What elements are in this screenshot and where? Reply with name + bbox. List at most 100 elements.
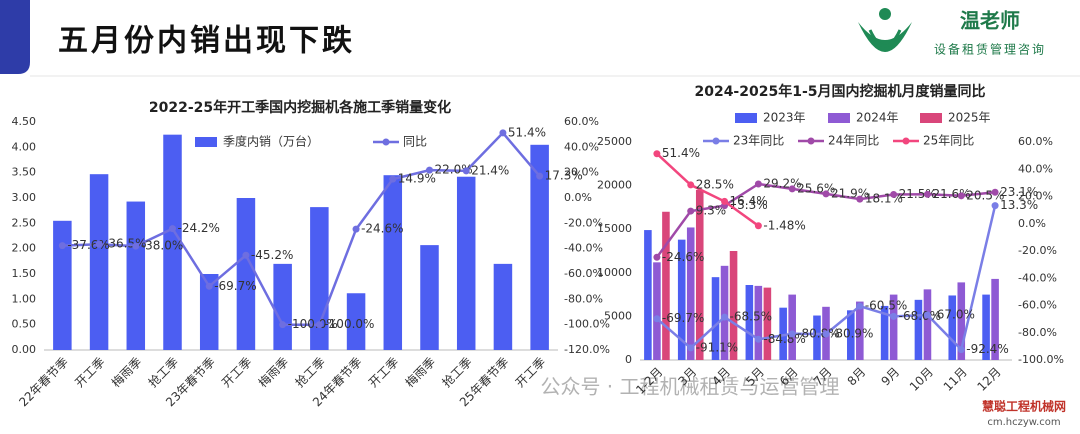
data-label: 14.9%: [398, 172, 436, 186]
bar: [644, 230, 652, 360]
bar: [813, 315, 821, 360]
y-tick-label: 1.50: [12, 267, 37, 280]
y2-tick-label: 0.0%: [564, 191, 592, 204]
legend-label: 24年同比: [828, 134, 879, 148]
data-label: -100.0%: [324, 317, 374, 331]
x-tick-label: 开工季: [219, 355, 254, 390]
line-marker: [923, 311, 931, 319]
legend-label: 季度内销（万台）: [223, 134, 319, 149]
y2-tick-label: -60.0%: [1018, 299, 1057, 312]
y2-tick-label: 60.0%: [1018, 135, 1053, 148]
line-marker: [754, 335, 762, 343]
data-label: 16.4%: [730, 194, 768, 208]
line-marker: [536, 172, 544, 180]
site-name: 慧聪工程机械网: [982, 399, 1066, 414]
y-tick-label: 2.00: [12, 242, 37, 255]
x-tick-label: 9月: [878, 365, 902, 389]
line: [656, 152, 760, 227]
data-label: 21.4%: [471, 163, 509, 177]
data-label: -24.6%: [361, 222, 403, 236]
y2-tick-label: -80.0%: [1018, 326, 1057, 339]
site-url: cm.hczyw.com: [987, 417, 1060, 428]
x-tick-label: 梅雨季: [255, 354, 291, 390]
data-label: -24.6%: [662, 250, 704, 264]
chart-title: 2022-25年开工季国内挖掘机各施工季销量变化: [149, 99, 451, 116]
x-tick-label: 开工季: [72, 355, 107, 390]
header-bar: [0, 0, 30, 74]
line-marker: [754, 180, 762, 188]
data-label: 29.2%: [763, 176, 801, 190]
bar: [847, 310, 855, 360]
line-marker: [352, 225, 360, 233]
line-marker: [687, 181, 695, 189]
bar: [677, 239, 686, 360]
bar: [948, 295, 957, 360]
bar: [856, 301, 864, 360]
line-marker: [315, 321, 323, 329]
line-marker: [788, 185, 796, 193]
bar: [53, 220, 72, 350]
y2-tick-label: -20.0%: [564, 216, 603, 229]
bar: [236, 198, 256, 350]
legend-swatch: [828, 113, 850, 123]
bar: [662, 211, 670, 360]
data-label: -1.48%: [763, 218, 805, 232]
legend-swatch: [807, 137, 815, 145]
x-tick-label: 11月: [941, 365, 970, 394]
y2-tick-label: -40.0%: [564, 242, 603, 255]
y-tick-label: 3.50: [12, 166, 37, 179]
legend-swatch: [382, 138, 390, 146]
line-marker: [58, 242, 66, 250]
line-marker: [957, 346, 965, 354]
legend-label: 2025年: [948, 111, 991, 125]
y2-tick-label: -20.0%: [1018, 244, 1057, 257]
line-marker: [890, 312, 898, 320]
data-label: -100.0%: [288, 317, 338, 331]
legend-label: 2023年: [763, 111, 806, 125]
data-label: -67.0%: [932, 308, 974, 322]
legend-swatch: [195, 137, 217, 147]
line-marker: [957, 192, 965, 200]
bar: [982, 294, 990, 360]
y2-tick-label: 20.0%: [1018, 190, 1053, 203]
line-marker: [169, 225, 176, 233]
legend-label: 25年同比: [923, 134, 974, 148]
data-label: 9.3%: [696, 204, 727, 218]
line-marker: [856, 302, 864, 310]
data-label: -91.1%: [696, 340, 738, 354]
bar: [456, 176, 476, 350]
data-label: -69.7%: [214, 279, 256, 293]
line-marker: [499, 129, 507, 137]
bar: [420, 245, 439, 350]
data-label: -68.0%: [899, 309, 941, 323]
y2-tick-label: 20.0%: [564, 166, 599, 179]
line-marker: [687, 207, 695, 215]
y-tick-label: 15000: [597, 222, 632, 235]
x-tick-label: 抢工季: [439, 354, 475, 390]
x-tick-label: 8月: [845, 365, 869, 389]
watermark: 公众号 · 工程机械租赁与运营管理: [540, 375, 839, 399]
line-marker: [653, 253, 661, 261]
bar: [745, 285, 754, 360]
bar: [346, 293, 366, 350]
data-label: 21.9%: [831, 186, 869, 200]
data-label: 13.3%: [730, 198, 768, 212]
legend-swatch: [712, 137, 720, 145]
y-tick-label: 0: [625, 353, 632, 366]
data-label: 22.0%: [435, 163, 473, 177]
data-label: 51.4%: [508, 125, 546, 139]
data-label: -80.9%: [831, 326, 873, 340]
line-marker: [822, 190, 830, 198]
line-marker: [991, 188, 999, 196]
y-tick-label: 1.00: [12, 292, 37, 305]
line-marker: [687, 344, 695, 352]
y-tick-label: 2.50: [12, 216, 37, 229]
line: [62, 131, 541, 326]
y-tick-label: 4.50: [12, 115, 37, 128]
bar: [880, 305, 889, 360]
y2-tick-label: -100.0%: [1018, 353, 1064, 366]
line-marker: [991, 202, 999, 210]
bar: [199, 274, 219, 350]
bar: [914, 299, 923, 360]
